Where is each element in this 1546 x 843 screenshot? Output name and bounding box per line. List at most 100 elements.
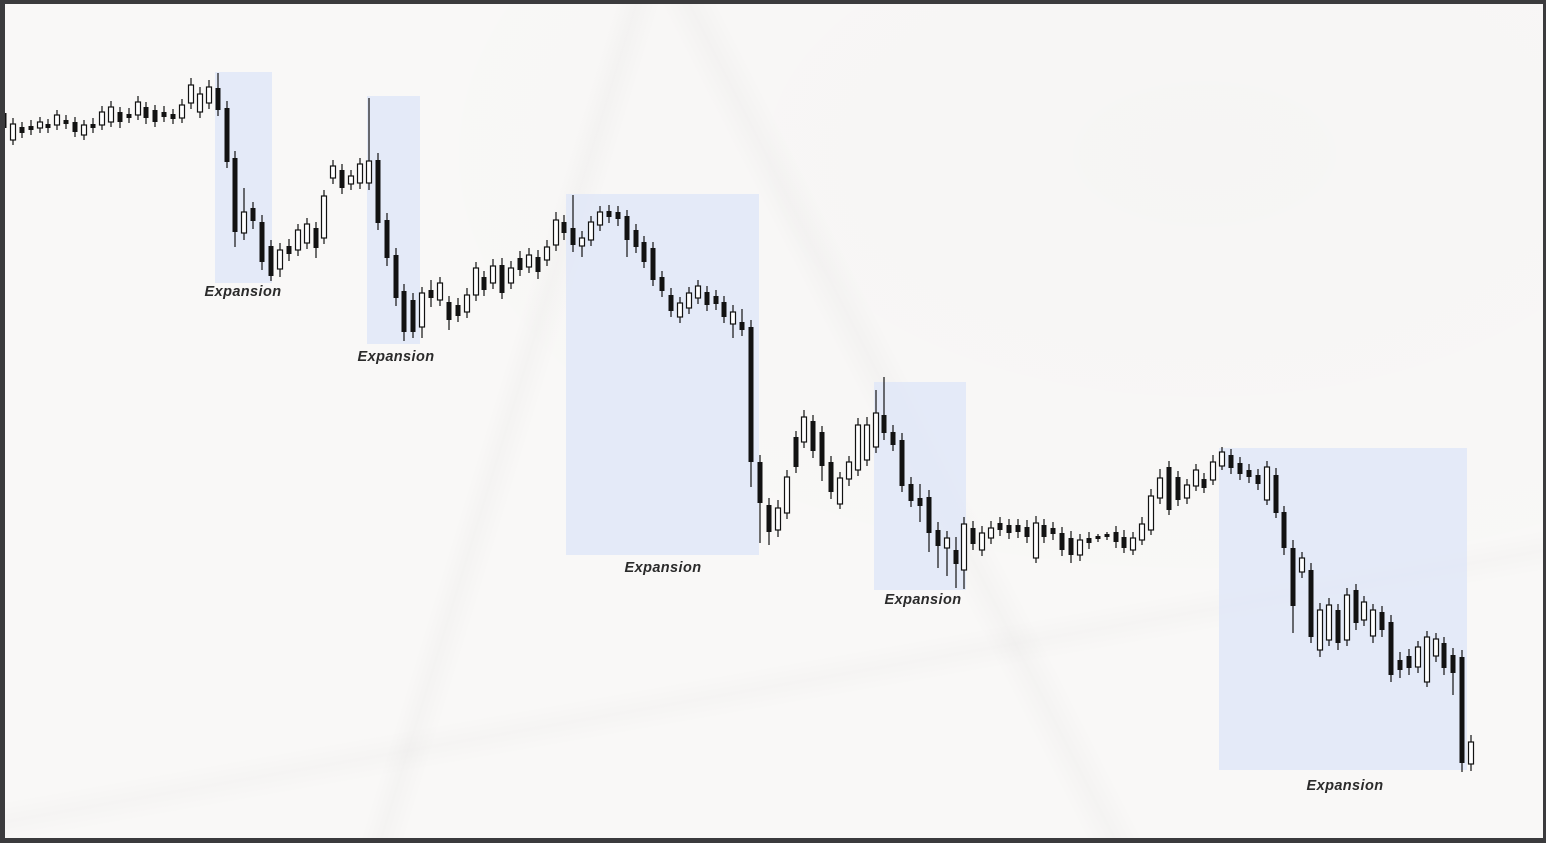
candle [783,470,791,519]
candle-body-doji [1246,470,1252,477]
candle-body-bearish [1335,610,1341,643]
candle-body-bearish [268,246,274,276]
candle [1406,649,1412,675]
candle [375,153,381,230]
candle [19,122,25,138]
candle-body-bearish [926,497,932,533]
candle-body-bearish [250,208,256,221]
candle-body-doji [615,212,621,219]
candle [1015,519,1021,538]
candle [472,262,480,301]
candle-body-doji [739,322,745,330]
expansion-label: Expansion [625,560,702,576]
candlestick-chart: Expansion Expansion Expansion Expansion Expa… [5,72,1475,794]
candle-body-doji [63,120,69,124]
candle-body-bearish [535,257,541,272]
candle [1121,530,1127,553]
candle [80,120,88,140]
candle [276,243,284,277]
candle-body-bullish [1192,469,1200,487]
candle [739,309,745,336]
candle-body-bullish [1343,594,1351,641]
candle-body-bearish [1006,525,1012,533]
candle [729,305,737,338]
candle [1450,648,1456,695]
candle [1156,469,1164,504]
candle-body-bearish [393,255,399,298]
candle [1076,534,1084,561]
candle [1032,516,1040,563]
candle [1192,464,1200,491]
candle [1086,532,1092,549]
candle [978,526,986,556]
candle-body-bearish [375,160,381,223]
candle-body-bearish [810,421,816,451]
candle-body-bullish [1218,451,1226,467]
candle [1316,603,1324,657]
candle [117,107,123,128]
candle [650,242,656,286]
candle-body-bearish [1024,527,1030,537]
candle [205,80,213,109]
candle-body-doji [126,114,132,118]
candle-body-doji [1397,660,1403,670]
candle [535,250,541,279]
candle [917,484,923,522]
candle [1263,461,1271,505]
candle-body-bullish [489,265,497,284]
candle-body-bearish [704,292,710,305]
candle-body-bearish [1353,590,1359,623]
candle-body-bullish [1076,539,1084,556]
candle-body-bullish [205,86,213,104]
candle-body-bearish [1228,455,1234,468]
candle [286,239,292,261]
candle [489,259,497,289]
candle-body-bearish [1441,643,1447,668]
candle [1459,650,1465,772]
candle-body-bullish [1369,609,1377,637]
candle [170,109,176,124]
candle [1218,447,1226,470]
candle [1209,455,1217,485]
candle-body-bullish [178,104,186,119]
candle [970,521,976,550]
candle [339,164,345,194]
candle-body-bullish [543,246,551,261]
candle [624,210,630,257]
candle [960,517,968,589]
candle [107,101,115,127]
candle [543,240,551,266]
candle-body-bullish [356,163,364,184]
candle-body-bearish [517,258,523,270]
candle [633,224,639,253]
candle-body-bullish [98,111,106,126]
expansion-label: Expansion [1307,778,1384,794]
candle [997,517,1003,536]
candle-body-bearish [899,440,905,486]
candle-body-bearish [455,305,461,316]
candle-body-bullish [463,294,471,313]
candle-body-bullish [1316,609,1324,651]
candle [1050,522,1056,540]
candle [1353,584,1359,630]
candle-body-bearish [828,462,834,492]
candle [953,537,959,588]
candle [525,248,533,273]
candle-body-bullish [845,461,853,480]
candle-body-doji [1086,538,1092,543]
candle-body-bearish [1166,467,1172,510]
candle-body-doji [997,523,1003,530]
candle [552,212,560,251]
candle-body-bearish [570,228,576,245]
candle [1290,540,1296,633]
candle-body-bullish [1423,636,1431,683]
candle-body-bearish [819,432,825,466]
candle-body-bearish [650,248,656,280]
candle [72,117,78,137]
candle-body-bullish [863,424,871,461]
candle [641,236,647,268]
candle [1201,473,1207,493]
candle [481,271,487,296]
candle [463,288,471,318]
